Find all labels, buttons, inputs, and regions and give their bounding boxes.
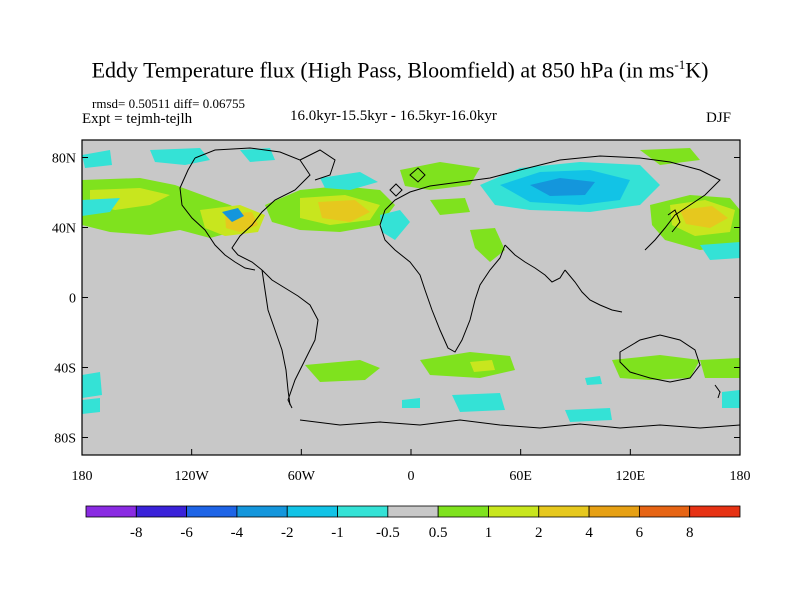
latitude-axis: 80N 40N 0 40S 80S	[52, 152, 740, 447]
positive-anomaly-region	[680, 206, 728, 228]
negative-anomaly-region	[82, 150, 112, 168]
positive-anomaly-region	[430, 198, 470, 215]
lon-tick-label: 120E	[616, 469, 646, 484]
chart-title: Eddy Temperature flux (High Pass, Bloomf…	[91, 57, 709, 83]
negative-anomaly-region	[565, 408, 612, 422]
positive-anomaly-region	[420, 352, 515, 378]
colorbar-swatch	[689, 505, 741, 518]
colorbar-label: -1	[331, 525, 344, 541]
negative-anomaly-region	[402, 398, 420, 408]
negative-anomaly-region	[585, 376, 602, 385]
colorbar-label: 6	[636, 525, 644, 541]
lat-tick-label: 0	[69, 292, 76, 307]
colorbar-label: 0.5	[429, 525, 448, 541]
positive-anomaly-region	[470, 360, 495, 372]
lat-tick-label: 40N	[52, 222, 76, 237]
colorbar-swatch	[135, 505, 188, 518]
negative-anomaly-region	[380, 210, 410, 240]
negative-anomaly-region	[222, 208, 244, 222]
positive-anomaly-region	[612, 355, 700, 380]
negative-anomaly-region	[722, 390, 740, 408]
colorbar-swatch	[337, 505, 389, 518]
negative-anomaly-region	[82, 198, 120, 216]
negative-anomaly-region	[530, 178, 595, 196]
colorbar-label: -4	[231, 525, 244, 541]
map-panel: 80N 40N 0 40S 80S 180 120W 60W 0 60E 120E 180	[52, 139, 751, 484]
lat-tick-label: 40S	[54, 362, 76, 377]
negative-anomaly-region	[320, 172, 378, 190]
season-label: DJF	[706, 110, 732, 126]
positive-anomaly-region	[700, 358, 740, 378]
colorbar-label: 1	[485, 525, 493, 541]
longitude-axis: 180 120W 60W 0 60E 120E 180	[72, 449, 751, 484]
colorbar-swatch	[236, 505, 288, 518]
colorbar-label: -8	[130, 525, 143, 541]
colorbar-label: 2	[535, 525, 543, 541]
period-label: 16.0kyr-15.5kyr - 16.5kyr-16.0kyr	[290, 108, 497, 124]
lon-tick-label: 180	[72, 469, 93, 484]
colorbar-swatch	[437, 505, 489, 518]
lat-tick-label: 80S	[54, 432, 76, 447]
colorbar-swatch	[85, 505, 137, 518]
colorbar-label: 4	[585, 525, 593, 541]
colorbar: -8 -6 -4 -2 -1 -0.5 0.5 1 2 4 6 8	[85, 505, 741, 541]
colorbar-swatch	[387, 505, 439, 518]
lon-tick-label: 180	[730, 469, 751, 484]
colorbar-swatch	[286, 505, 338, 518]
negative-anomaly-region	[240, 148, 275, 162]
colorbar-swatch	[588, 505, 640, 518]
negative-anomaly-region	[82, 398, 100, 414]
anomaly-field	[82, 147, 740, 429]
positive-anomaly-region	[640, 148, 700, 165]
colorbar-label: -6	[180, 525, 193, 541]
colorbar-label: 8	[686, 525, 694, 541]
lon-tick-label: 60E	[509, 469, 532, 484]
colorbar-swatch	[538, 505, 590, 518]
stats-label: rmsd= 0.50511 diff= 0.06755	[92, 96, 245, 111]
positive-anomaly-region	[400, 162, 480, 190]
lon-tick-label: 60W	[288, 469, 316, 484]
negative-anomaly-region	[150, 148, 210, 165]
colorbar-swatch	[186, 505, 238, 518]
coastlines	[179, 147, 740, 429]
lon-tick-label: 120W	[175, 469, 210, 484]
colorbar-label: -2	[281, 525, 294, 541]
positive-anomaly-region	[470, 228, 505, 262]
positive-anomaly-region	[318, 200, 370, 222]
positive-anomaly-region	[305, 360, 380, 382]
lat-tick-label: 80N	[52, 152, 76, 167]
negative-anomaly-region	[700, 242, 740, 260]
experiment-label: Expt = tejmh-tejlh	[82, 111, 193, 127]
negative-anomaly-region	[82, 372, 102, 398]
lon-tick-label: 0	[408, 469, 415, 484]
negative-anomaly-region	[452, 393, 505, 412]
colorbar-label: -0.5	[376, 525, 400, 541]
colorbar-swatch	[638, 505, 691, 518]
colorbar-swatch	[488, 505, 540, 518]
